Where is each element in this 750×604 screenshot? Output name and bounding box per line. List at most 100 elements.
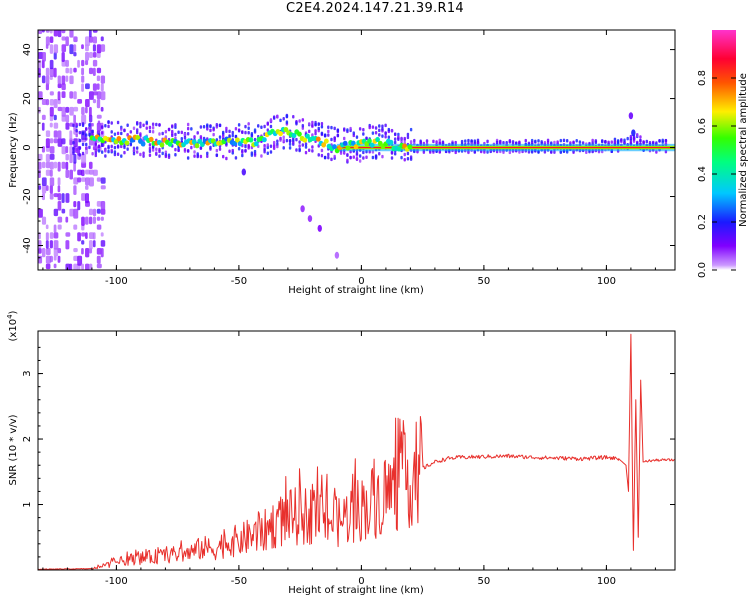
heatmap-cell [81, 59, 85, 67]
heatmap-cell [631, 129, 636, 137]
heatmap-cell [381, 124, 384, 129]
heatmap-cell [332, 144, 337, 150]
heatmap-cell [253, 128, 257, 132]
heatmap-cell [57, 161, 61, 172]
heatmap-cell [61, 36, 66, 41]
heatmap-cell [397, 132, 400, 137]
heatmap-cell [45, 224, 49, 230]
heatmap-cell [41, 161, 46, 169]
heatmap-cell [81, 193, 86, 201]
heatmap-cell [209, 128, 212, 133]
heatmap-cell [384, 134, 387, 139]
heatmap-cell [565, 138, 569, 143]
heatmap-cell [100, 216, 104, 221]
heatmap-cell [92, 44, 96, 52]
heatmap-cell [330, 125, 333, 130]
heatmap-cell [100, 200, 106, 210]
heatmap-cell [330, 137, 333, 142]
heatmap-cell [378, 128, 381, 133]
heatmap-cell [41, 193, 45, 201]
heatmap-cell [136, 120, 139, 125]
heatmap-cell [94, 142, 97, 147]
heatmap-cell [317, 224, 322, 232]
heatmap-cell [183, 132, 187, 137]
heatmap-cell [248, 137, 254, 143]
heatmap-cell [362, 156, 365, 160]
heatmap-cell [269, 118, 273, 122]
heatmap-cell [425, 139, 429, 143]
heatmap-cell [65, 67, 69, 74]
heatmap-cell [388, 139, 394, 145]
heatmap-cell [41, 52, 46, 62]
heatmap-cell [110, 148, 113, 153]
heatmap-cell [553, 140, 556, 145]
heatmap-cell [72, 140, 75, 145]
heatmap-cell [92, 208, 97, 217]
heatmap-cell [167, 127, 171, 132]
heatmap-cell [206, 154, 209, 158]
heatmap-cell [396, 146, 402, 152]
heatmap-cell [107, 124, 110, 129]
heatmap-cell [45, 67, 50, 77]
heatmap-cell [120, 127, 123, 131]
heatmap-cell [49, 44, 54, 54]
heatmap-cell [72, 149, 75, 154]
heatmap-cell [61, 146, 67, 155]
x-tick-label: 0 [358, 276, 364, 287]
heatmap-cell [473, 139, 477, 143]
heatmap-cell [269, 150, 273, 154]
heatmap-cell [148, 149, 152, 153]
heatmap-cell [199, 135, 203, 139]
heatmap-cell [73, 255, 79, 261]
heatmap-cell [81, 122, 85, 126]
heatmap-cell [263, 124, 266, 129]
heatmap-cell [100, 208, 106, 215]
heatmap-cell [476, 138, 480, 143]
heatmap-cell [81, 83, 84, 92]
heatmap-cell [288, 139, 292, 143]
heatmap-cell [61, 91, 66, 99]
heatmap-cell [241, 150, 244, 154]
heatmap-cell [142, 123, 145, 127]
heatmap-cell [81, 151, 85, 156]
heatmap-cell [228, 129, 231, 134]
heatmap-cell [120, 131, 123, 136]
snr-panel: -100 -50 0 50 100 1 2 3 Height of straight lin… [6, 310, 676, 596]
heatmap-cell [96, 200, 102, 207]
heatmap-cell [100, 131, 104, 135]
heatmap-cell [151, 122, 155, 126]
heatmap-cell [620, 138, 623, 142]
heatmap-cell [85, 185, 89, 190]
heatmap-cell [623, 138, 626, 143]
x-tick-label: -50 [231, 276, 247, 287]
heatmap-cell [508, 138, 512, 143]
snr-x-label: Height of straight line (km) [288, 585, 424, 596]
heatmap-cell [228, 135, 231, 139]
heatmap-cell [81, 131, 85, 135]
heatmap-cell [186, 156, 190, 160]
heatmap-cell [61, 52, 65, 62]
heatmap-cell [45, 36, 50, 46]
heatmap-cell [374, 154, 378, 158]
heatmap-cell [228, 149, 231, 153]
heatmap-cell [88, 169, 94, 175]
heatmap-cell [116, 131, 120, 136]
heatmap-cell [374, 130, 378, 135]
heatmap-cell [73, 52, 77, 57]
heatmap-cell [235, 137, 240, 143]
heatmap-cell [261, 137, 267, 143]
heatmap-cell [73, 67, 77, 73]
heatmap-cell [81, 67, 85, 76]
heatmap-cell [362, 132, 365, 136]
heatmap-cell [272, 144, 276, 148]
heatmap-cell [407, 144, 413, 150]
heatmap-cell [38, 91, 43, 101]
heatmap-cell [199, 154, 203, 159]
heatmap-cell [81, 177, 86, 182]
heatmap-cell [88, 208, 93, 216]
colorbar-label: Normalized spectral amplitude [738, 73, 749, 227]
heatmap-cell [327, 125, 330, 130]
heatmap-cell [400, 136, 403, 141]
heatmap-cell [73, 247, 78, 253]
heatmap-cell [88, 216, 93, 225]
